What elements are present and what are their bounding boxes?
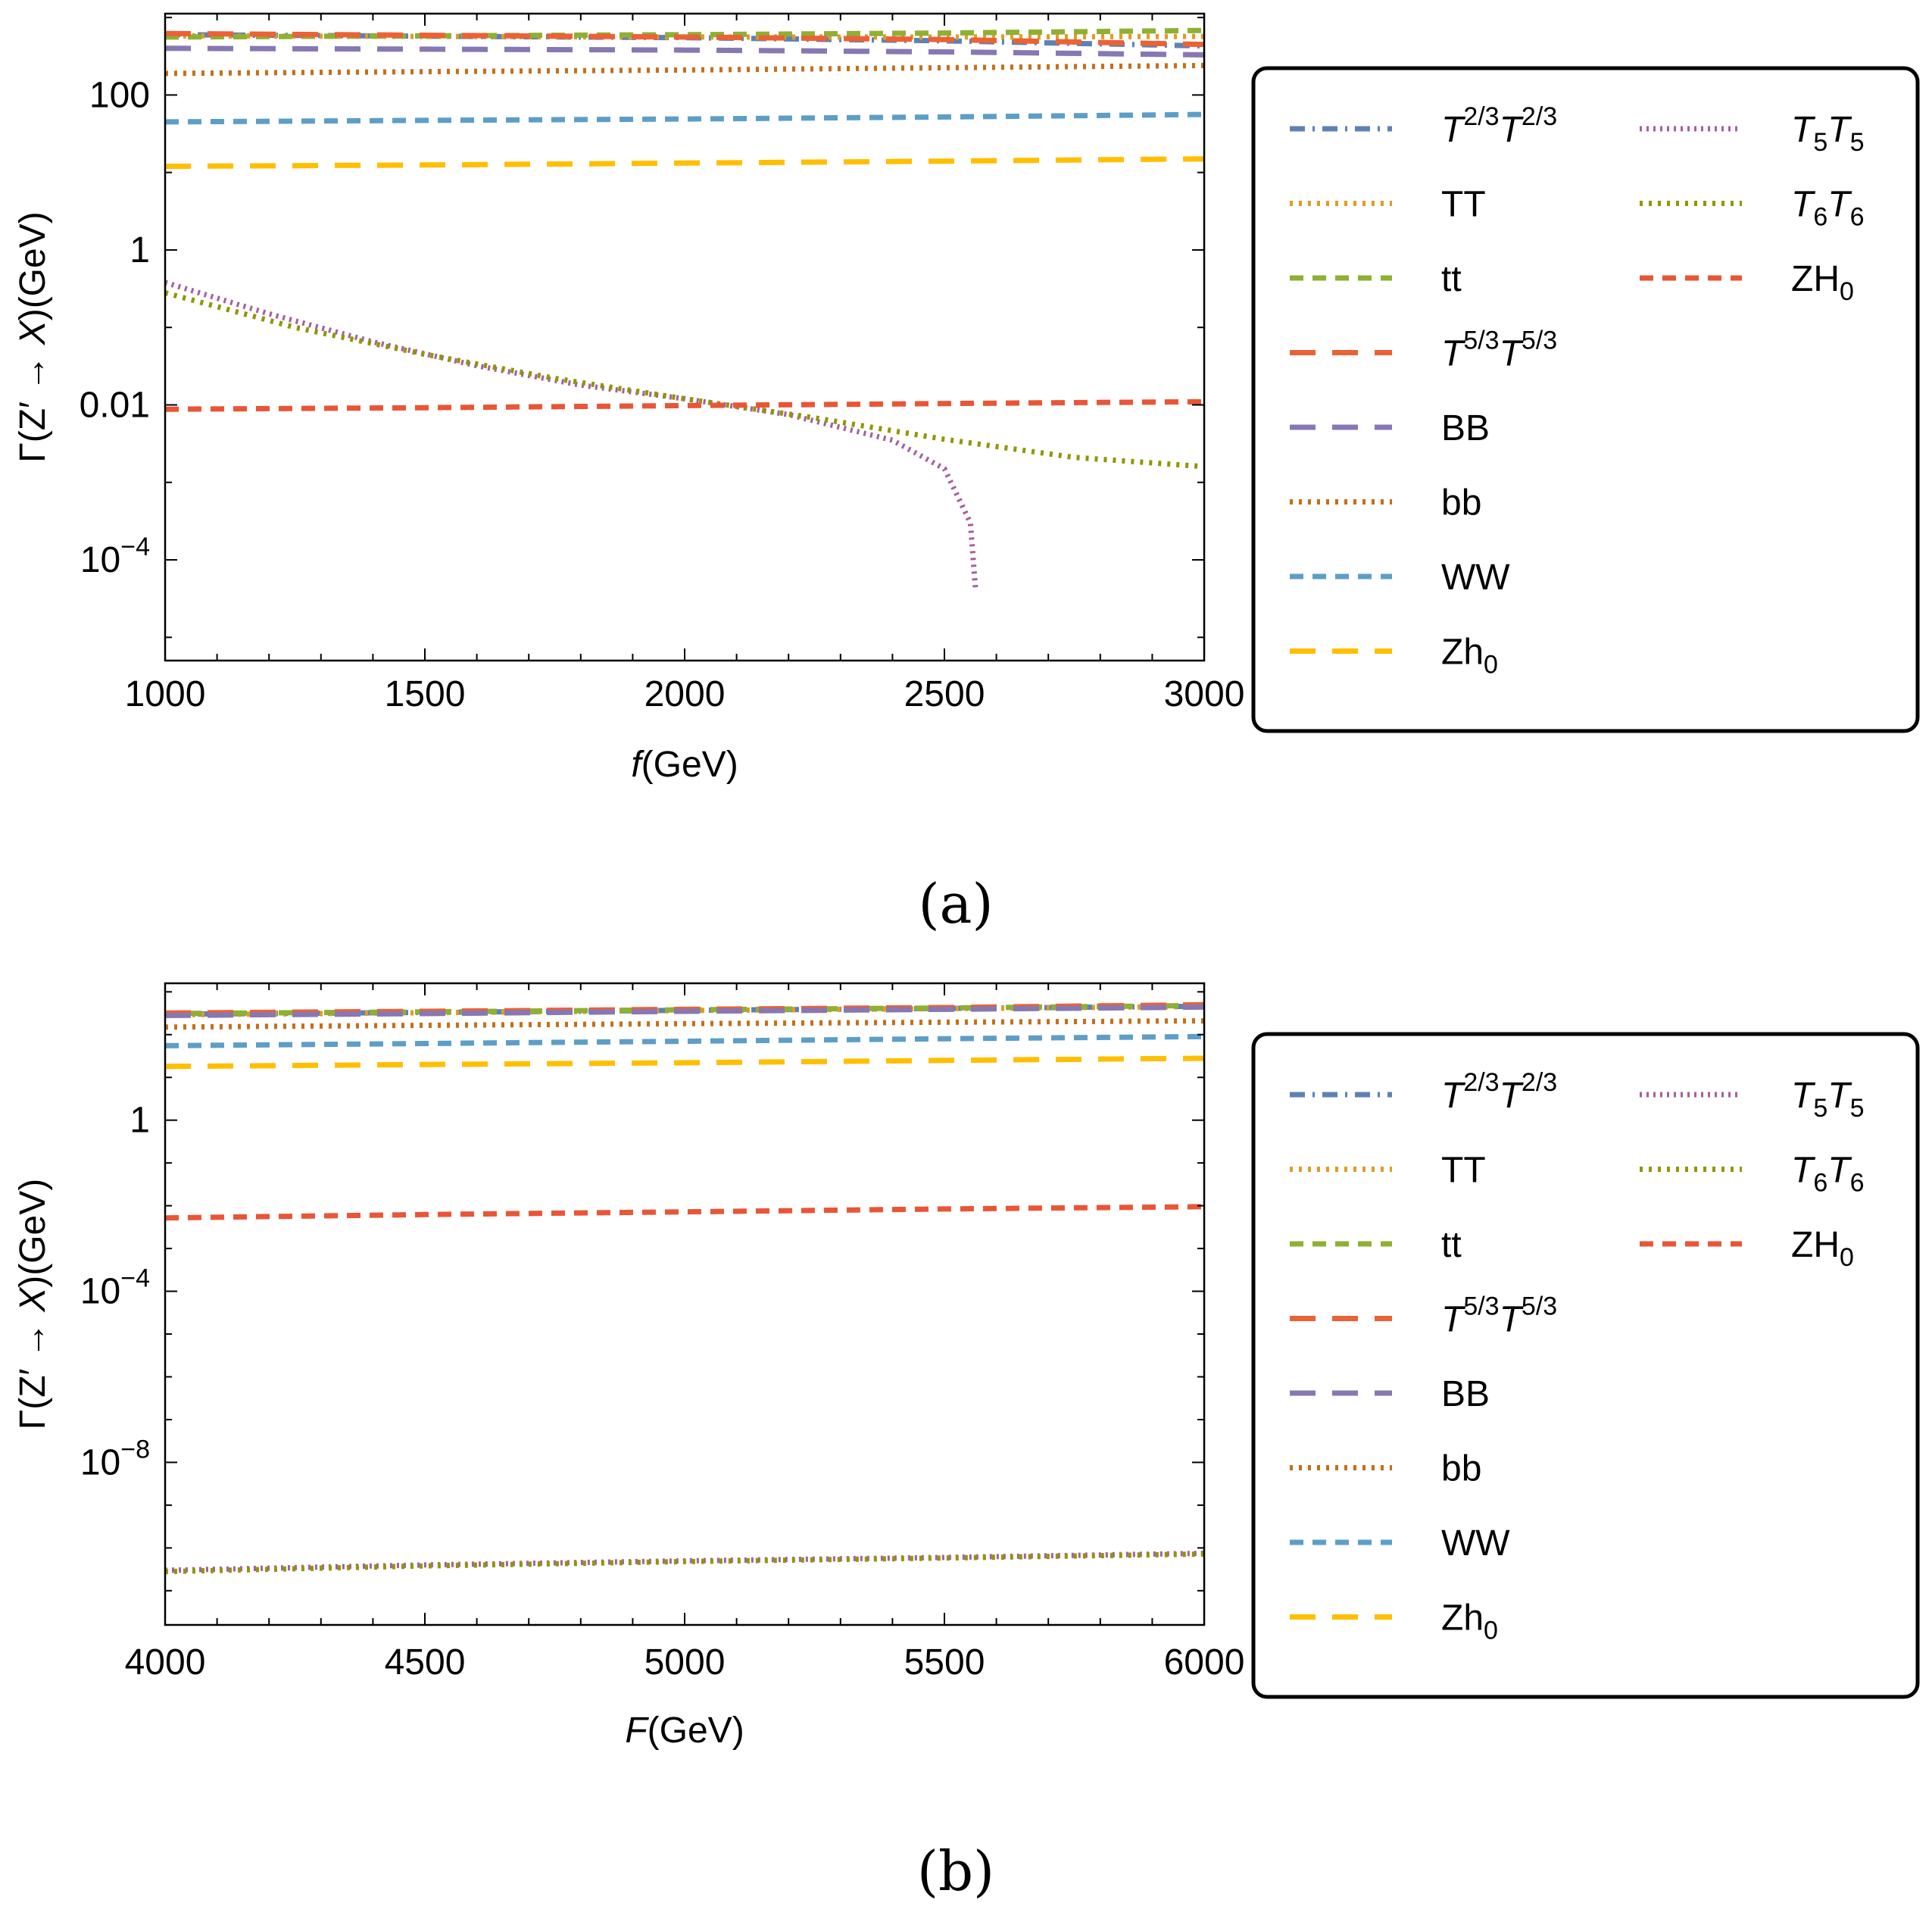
x-tick-label: 2500: [904, 674, 985, 714]
legend-label-t5t5: T5T5: [1791, 1076, 1865, 1123]
legend-label-zh0: Zh0: [1441, 633, 1498, 680]
legend-label-bb: BB: [1441, 408, 1490, 448]
y-tick-label: 10−8: [80, 1435, 150, 1483]
legend: T2/3T2/3 TT tt T5/3T5/3 BB bb WW Zh0 T5T5 T6T6 ZH0: [1251, 66, 1920, 733]
series-line-bb: [165, 45, 1204, 58]
legend-label-t23: T2/3T2/3: [1441, 102, 1557, 150]
legend-label-tt: TT: [1441, 185, 1486, 225]
y-axis-label: Γ(Z′ → X)(GeV): [13, 1179, 53, 1429]
legend-label-t53: T5/3T5/3: [1441, 1292, 1557, 1340]
chart-panel-b: 4000 4500 5000 5500 6000 1 10−4 10−8 F(GeV) Γ(Z′ …: [13, 982, 1920, 1751]
series-line-zh0: [165, 1055, 1204, 1070]
x-axis-label: f(GeV): [631, 745, 738, 785]
legend: T2/3T2/3 TT tt T5/3T5/3 BB bb WW Zh0 T5T5 T6T6 ZH0: [1251, 1032, 1920, 1699]
series-group: [165, 27, 1204, 591]
legend-label-t6t6: T6T6: [1791, 185, 1865, 232]
legend-label-zh0: ZH0: [1791, 259, 1854, 306]
series-line-tt: [165, 27, 1204, 40]
legend-label-t23: T2/3T2/3: [1441, 1068, 1557, 1116]
x-tick-label: 5500: [904, 1642, 985, 1682]
series-line-bb: [165, 1004, 1204, 1018]
series-line-zh0: [165, 156, 1204, 170]
series-line-ww: [165, 1033, 1204, 1048]
legend-label-t53: T5/3T5/3: [1441, 326, 1557, 374]
chart-panel-a: 1000 1500 2000 2500 3000 100 1 0.01 10−4 f(GeV) Γ(…: [13, 12, 1920, 785]
panel-label-b: (b): [917, 1839, 994, 1903]
y-axis-label: Γ(Z′ → X)(GeV): [13, 211, 53, 462]
y-tick-label: 1: [130, 1101, 150, 1141]
y-tick-label: 1: [130, 230, 150, 270]
series-line-zh0: [165, 398, 1204, 412]
x-tick-label: 3000: [1164, 674, 1245, 714]
legend-label-tt: tt: [1441, 259, 1462, 299]
legend-label-bb: bb: [1441, 1449, 1481, 1489]
series-line-ww: [165, 111, 1204, 125]
legend-label-t5t5: T5T5: [1791, 110, 1865, 157]
panel-label-a: (a): [918, 872, 993, 936]
legend-label-zh0: ZH0: [1791, 1225, 1854, 1272]
plot-frame: [164, 12, 1206, 662]
legend-box: [1251, 66, 1920, 733]
x-tick-label: 2000: [645, 674, 726, 714]
series-line-t53: [165, 30, 1204, 48]
legend-label-ww: WW: [1441, 1523, 1510, 1564]
legend-label-t6t6: T6T6: [1791, 1151, 1865, 1198]
y-tick-label: 10−4: [80, 533, 150, 580]
x-axis-label: F(GeV): [625, 1711, 744, 1751]
series-line-t6t6: [165, 290, 1204, 470]
y-tick-label: 10−4: [80, 1264, 150, 1312]
y-tick-label: 0.01: [80, 385, 150, 425]
x-tick-label: 4000: [125, 1642, 206, 1682]
legend-label-zh0: Zh0: [1441, 1598, 1498, 1645]
y-tick-label: 100: [89, 75, 150, 115]
legend-box: [1251, 1032, 1920, 1699]
legend-label-bb: BB: [1441, 1374, 1490, 1414]
legend-label-tt: TT: [1441, 1151, 1486, 1191]
legend-label-bb: bb: [1441, 483, 1481, 523]
series-line-zh0: [165, 1204, 1204, 1221]
x-tick-label: 4500: [385, 1642, 466, 1682]
series-group: [165, 1001, 1204, 1575]
plot-frame: [164, 982, 1206, 1626]
legend-label-tt: tt: [1441, 1225, 1462, 1265]
x-tick-label: 1500: [385, 674, 466, 714]
x-tick-label: 5000: [645, 1642, 726, 1682]
x-tick-label: 1000: [125, 674, 206, 714]
series-line-t5t5: [165, 280, 978, 591]
x-tick-label: 6000: [1164, 1642, 1245, 1682]
legend-label-ww: WW: [1441, 558, 1510, 598]
series-line-bb: [165, 63, 1204, 77]
series-line-t6t6: [165, 1551, 1204, 1575]
series-line-bb: [165, 1018, 1204, 1030]
